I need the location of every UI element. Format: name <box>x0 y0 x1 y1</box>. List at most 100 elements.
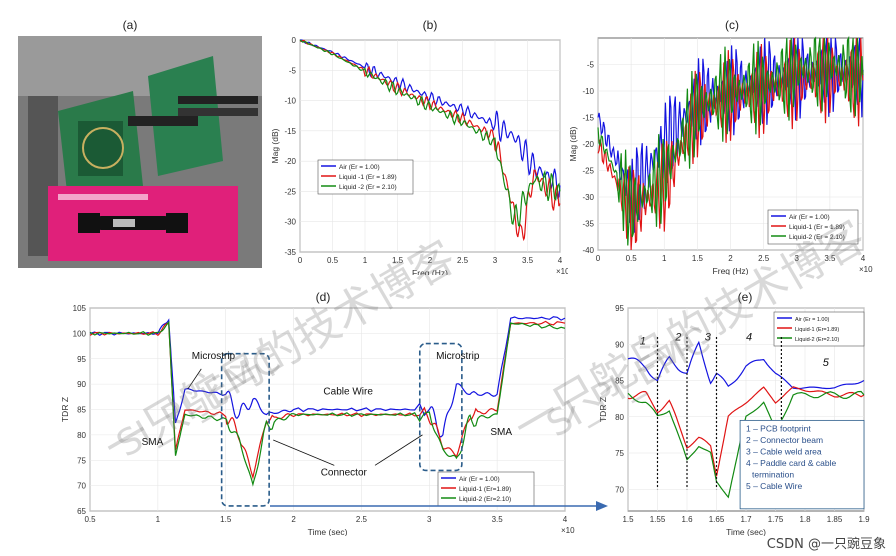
x-tick-label: 1.9 <box>858 515 870 524</box>
y-tick-label: 100 <box>73 329 87 338</box>
x-tick-label: 1.5 <box>692 254 704 263</box>
legend-entry: Liquid-2 (Er=2.10) <box>459 496 511 503</box>
x-tick-label: 0.5 <box>84 515 96 524</box>
x-axis-label: Freq (Hz) <box>412 268 448 275</box>
legend-entry: Liquid-2 (Er=2.10) <box>795 337 839 343</box>
x-tick-label: 0.5 <box>626 254 638 263</box>
legend-entry: Air (Er = 1.00) <box>339 164 380 171</box>
region-key-entry: 5 – Cable Wire <box>746 481 802 491</box>
x-tick-label: 2.5 <box>457 256 469 265</box>
y-axis-label: Mag (dB) <box>270 128 280 163</box>
y-tick-label: 90 <box>615 340 624 349</box>
y-tick-label: 95 <box>615 304 624 313</box>
x-exponent: ×10 <box>556 267 568 275</box>
x-tick-label: 1.65 <box>709 515 725 524</box>
x-axis-label: Time (sec) <box>726 527 766 536</box>
y-tick-label: 95 <box>77 355 86 364</box>
microstrip-right-label: Microstrip <box>436 351 480 362</box>
x-tick-label: 1.55 <box>650 515 666 524</box>
chart-c: 0 0.5 1 1.5 2 2.5 3 3.5 4 -5 -10 -15 -20 -25 -30 -35 -40… <box>568 35 873 275</box>
x-tick-label: 2.5 <box>758 254 770 263</box>
panel-d-label: (d) <box>315 290 331 304</box>
y-axis-label: TDR Z <box>598 397 608 422</box>
y-tick-label: 80 <box>615 413 624 422</box>
connector-photo-drawing <box>18 36 262 268</box>
y-tick-label: -5 <box>289 66 297 75</box>
x-tick-label: 3.5 <box>824 254 836 263</box>
y-axis-label: TDR Z <box>60 397 70 422</box>
panel-c-label: (c) <box>725 18 739 32</box>
x-tick-label: 2.5 <box>356 515 368 524</box>
region-key-entry: 2 – Connector beam <box>746 435 823 445</box>
region-number: 5 <box>823 357 830 369</box>
x-exponent: ×10 <box>561 526 575 535</box>
y-tick-label: 105 <box>73 304 87 313</box>
chart-e: 1.5 1.55 1.6 1.65 1.7 1.75 1.8 1.85 1.9 95 90 85 80 7… <box>598 304 870 536</box>
series-line-1 <box>89 316 566 438</box>
x-tick-label: 1.5 <box>622 515 634 524</box>
y-tick-label: 85 <box>77 406 86 415</box>
connector-photo <box>18 36 262 268</box>
arrow <box>374 434 423 466</box>
y-tick-label: -35 <box>284 248 296 257</box>
region-key-entry: termination <box>752 469 794 479</box>
x-tick-label: 1 <box>363 256 368 265</box>
region-key-entry: 1 – PCB footprint <box>746 423 811 433</box>
legend-entry: Air (Er = 1.00) <box>459 476 500 483</box>
region-number: 2 <box>674 332 681 344</box>
y-tick-label: 0 <box>292 36 297 45</box>
region-key-entry: 3 – Cable weld area <box>746 446 822 456</box>
x-axis-label: Freq (Hz) <box>713 266 749 275</box>
panel-e-label: (e) <box>737 290 753 304</box>
x-tick-label: 2 <box>428 256 433 265</box>
x-tick-label: 1.5 <box>392 256 404 265</box>
legend-entry: Liquid-2 (Er = 2.10) <box>789 234 845 241</box>
y-tick-label: -5 <box>587 61 595 70</box>
x-tick-label: 1 <box>156 515 161 524</box>
chart-d: 0.5 1 1.5 2 2.5 3 3.5 4 105 100 95 90 85 80 75 70 65 Time… <box>60 304 575 536</box>
y-tick-label: 80 <box>77 431 86 440</box>
region-number: 3 <box>705 332 712 344</box>
legend-entry: Air (Er = 1.00) <box>789 214 830 221</box>
x-tick-label: 2 <box>728 254 733 263</box>
y-tick-label: -20 <box>582 140 594 149</box>
x-tick-label: 3.5 <box>492 515 504 524</box>
x-tick-label: 0.5 <box>327 256 339 265</box>
y-tick-label: 70 <box>615 485 624 494</box>
y-tick-label: 65 <box>77 507 86 516</box>
x-axis-label: Time (sec) <box>308 527 348 536</box>
x-tick-label: 1.75 <box>768 515 784 524</box>
y-tick-label: -20 <box>284 157 296 166</box>
legend-entry: Liquid-1 (Er = 1.89) <box>789 224 845 231</box>
connector-box-left <box>220 352 270 507</box>
y-tick-label: -25 <box>284 187 296 196</box>
legend-entry: Liquid -1 (Er = 1.89) <box>339 174 397 181</box>
legend-entry: Air (Er = 1.00) <box>795 317 830 323</box>
x-tick-label: 4 <box>558 256 563 265</box>
x-tick-label: 2 <box>291 515 296 524</box>
y-tick-label: -30 <box>582 193 594 202</box>
y-tick-label: 75 <box>77 456 86 465</box>
arrow <box>187 368 202 390</box>
y-tick-label: -10 <box>582 87 594 96</box>
series-line-3 <box>597 35 864 246</box>
x-tick-label: 1.85 <box>827 515 843 524</box>
x-exponent: ×10 <box>859 265 873 274</box>
y-tick-label: 90 <box>77 380 86 389</box>
legend-entry: Liquid-1 (Er=1.89) <box>795 327 839 333</box>
y-tick-label: 85 <box>615 377 624 386</box>
arrow <box>273 439 335 466</box>
x-tick-label: 0 <box>596 254 601 263</box>
legend-entry: Liquid-1 (Er=1.89) <box>459 486 511 493</box>
x-tick-label: 3 <box>427 515 432 524</box>
series-line-3 <box>299 39 561 227</box>
connector-box-right <box>418 342 463 472</box>
x-tick-label: 3.5 <box>522 256 534 265</box>
cable-wire-label: Cable Wire <box>323 386 373 397</box>
panel-a-label: (a) <box>122 18 138 32</box>
x-tick-label: 1.5 <box>220 515 232 524</box>
y-axis-label: Mag (dB) <box>568 126 578 161</box>
x-tick-label: 1.7 <box>740 515 752 524</box>
x-tick-label: 1.8 <box>799 515 811 524</box>
y-tick-label: -15 <box>582 114 594 123</box>
